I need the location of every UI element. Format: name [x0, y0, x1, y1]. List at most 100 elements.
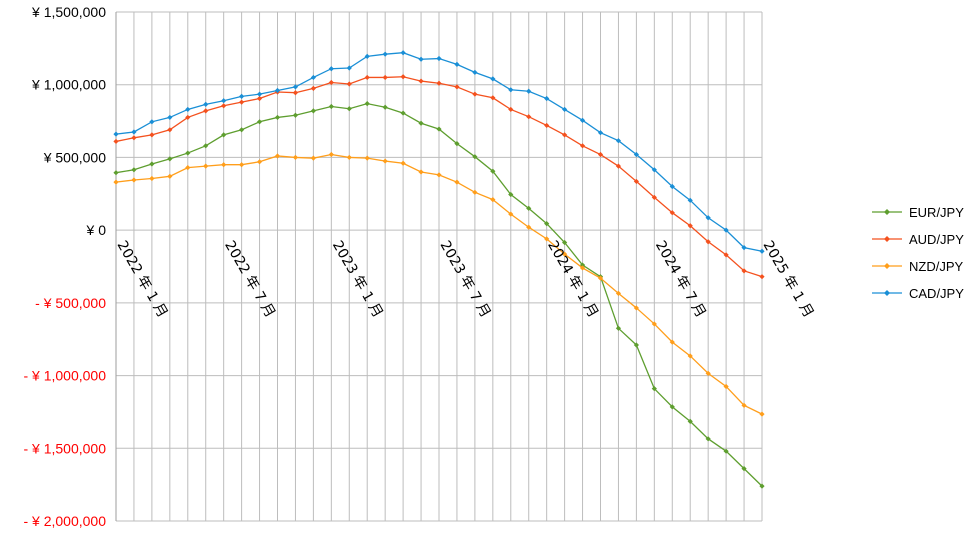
legend: EUR/JPY AUD/JPY NZD/JPY CAD/JPY	[872, 205, 964, 301]
data-point	[400, 110, 406, 116]
legend-marker	[884, 263, 890, 269]
data-point	[436, 172, 442, 178]
data-point	[759, 274, 765, 280]
data-point	[508, 87, 514, 93]
data-point	[436, 126, 442, 132]
data-point	[759, 411, 765, 417]
data-point	[723, 383, 729, 390]
data-point	[597, 275, 604, 281]
data-point	[651, 194, 657, 201]
data-point	[651, 167, 657, 173]
series-aud-jpy	[113, 74, 765, 280]
data-point	[544, 220, 550, 227]
data-point	[346, 65, 352, 71]
data-point	[364, 53, 370, 59]
data-point	[346, 81, 352, 87]
data-point	[292, 84, 299, 90]
data-point	[741, 244, 747, 251]
data-point	[490, 197, 496, 203]
data-point	[364, 101, 370, 107]
data-point	[759, 483, 765, 489]
data-point	[454, 61, 460, 67]
data-point	[615, 138, 622, 144]
data-point	[256, 95, 263, 102]
data-point	[328, 151, 334, 158]
data-point	[185, 150, 191, 156]
data-point	[113, 138, 119, 145]
y-tick-label: - ¥ 2,000,000	[23, 513, 106, 529]
data-point	[723, 448, 729, 454]
data-point	[167, 114, 173, 121]
data-point	[579, 265, 586, 271]
y-axis-tick-labels: ¥ 1,500,000 ¥ 1,000,000 ¥ 500,000 ¥ 0 - ¥ 50…	[23, 4, 106, 529]
legend-label: EUR/JPY	[909, 205, 964, 220]
data-point	[526, 88, 532, 94]
data-point	[256, 159, 263, 165]
series-cad-jpy	[113, 50, 765, 254]
data-point	[472, 91, 478, 97]
data-point	[490, 168, 496, 174]
data-point	[274, 114, 281, 121]
data-point	[633, 151, 639, 158]
data-point	[310, 85, 316, 91]
series-group	[113, 50, 765, 489]
data-point	[454, 141, 460, 147]
data-point	[669, 210, 675, 216]
data-point	[562, 251, 568, 257]
data-point	[239, 127, 245, 133]
legend-marker	[884, 236, 890, 242]
data-point	[274, 87, 281, 94]
data-point	[436, 55, 442, 62]
data-point	[382, 74, 388, 81]
data-point	[508, 191, 514, 198]
data-point	[418, 56, 424, 62]
data-point	[436, 80, 442, 86]
data-point	[113, 131, 119, 137]
series-eur-jpy	[113, 101, 765, 489]
data-point	[167, 127, 173, 133]
data-point	[759, 248, 765, 254]
data-point	[508, 106, 514, 113]
data-point	[687, 418, 693, 424]
data-point	[418, 78, 424, 84]
data-point	[149, 161, 155, 167]
data-point	[292, 112, 299, 118]
data-point	[741, 402, 747, 408]
data-point	[203, 163, 209, 169]
data-point	[131, 135, 137, 141]
data-point	[490, 76, 496, 82]
data-point	[562, 106, 568, 113]
data-point	[472, 189, 478, 195]
data-point	[633, 305, 639, 311]
data-point	[185, 106, 191, 113]
data-point	[328, 79, 334, 86]
data-point	[418, 120, 424, 126]
data-point	[687, 197, 693, 203]
data-point	[382, 51, 388, 57]
data-point	[256, 91, 263, 97]
y-tick-label: - ¥ 1,000,000	[23, 368, 106, 384]
data-point	[239, 99, 245, 105]
data-point	[705, 436, 711, 442]
data-point	[328, 103, 334, 110]
data-point	[310, 108, 316, 114]
data-point	[562, 239, 568, 246]
data-point	[705, 215, 711, 221]
data-point	[149, 175, 155, 182]
data-point	[472, 69, 478, 75]
data-point	[508, 211, 514, 217]
y-tick-label: ¥ 1,500,000	[31, 4, 106, 20]
legend-marker	[884, 209, 890, 215]
data-point	[705, 239, 711, 245]
y-tick-label: ¥ 1,000,000	[31, 77, 106, 93]
data-point	[741, 268, 747, 274]
data-point	[346, 154, 352, 161]
legend-item: CAD/JPY	[872, 286, 964, 301]
data-point	[364, 155, 370, 161]
data-point	[633, 342, 639, 348]
legend-marker	[884, 290, 890, 296]
data-point	[131, 167, 137, 173]
data-point	[544, 95, 550, 102]
